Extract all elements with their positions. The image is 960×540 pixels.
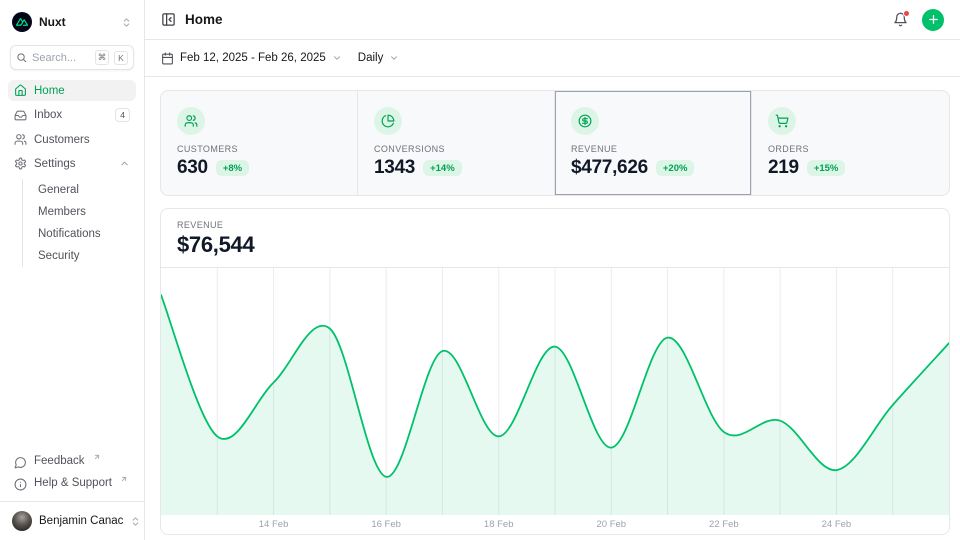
sidebar-item-label: Inbox xyxy=(34,109,63,121)
kbd-key: K xyxy=(114,50,128,65)
feedback-label: Feedback xyxy=(34,455,85,467)
sidebar-item-home[interactable]: Home xyxy=(8,80,136,101)
stat-card-customers[interactable]: CUSTOMERS 630 +8% xyxy=(161,91,358,195)
feedback-link[interactable]: Feedback xyxy=(8,451,136,473)
avatar xyxy=(12,511,32,531)
stats-row: CUSTOMERS 630 +8% CONVERSIONS 1343 +14% xyxy=(160,90,950,196)
page-title: Home xyxy=(185,12,223,27)
add-button[interactable] xyxy=(922,8,944,31)
home-icon xyxy=(14,84,27,97)
workspace-name: Nuxt xyxy=(39,15,66,29)
sidebar: Nuxt Search... ⌘ K Home Inbox 4 xyxy=(0,0,145,540)
sidebar-item-customers[interactable]: Customers xyxy=(8,129,136,150)
sidebar-divider xyxy=(0,501,144,502)
date-range-label: Feb 12, 2025 - Feb 26, 2025 xyxy=(180,52,326,64)
notification-dot xyxy=(903,10,910,17)
chart-title: REVENUE xyxy=(177,220,224,230)
x-tick-label: 24 Feb xyxy=(821,519,852,530)
granularity-label: Daily xyxy=(357,52,384,64)
sidebar-item-general[interactable]: General xyxy=(23,179,136,201)
x-tick-label: 14 Feb xyxy=(258,519,289,530)
revenue-chart-card: REVENUE $76,544 14 Feb 16 Feb 18 Feb 20 Feb… xyxy=(160,208,950,535)
stat-label: CUSTOMERS xyxy=(177,144,238,154)
stat-card-orders[interactable]: ORDERS 219 +15% xyxy=(752,91,949,195)
shopping-cart-icon xyxy=(768,107,796,135)
chevrons-up-down-icon xyxy=(130,516,141,527)
circle-dollar-icon xyxy=(571,107,599,135)
inbox-icon xyxy=(14,109,27,122)
users-icon xyxy=(177,107,205,135)
chevron-down-icon xyxy=(332,53,342,63)
chart-current-value: $76,544 xyxy=(177,232,255,257)
settings-submenu: General Members Notifications Security xyxy=(22,179,136,267)
pie-chart-icon xyxy=(374,107,402,135)
plus-icon xyxy=(927,13,940,26)
chevron-up-icon xyxy=(119,158,130,169)
kbd-meta: ⌘ xyxy=(95,50,109,65)
stat-value: 1343 xyxy=(374,157,416,178)
nuxt-logo-icon xyxy=(12,12,32,32)
stat-value: $477,626 xyxy=(571,157,648,178)
users-icon xyxy=(14,133,27,146)
dashboard-content: CUSTOMERS 630 +8% CONVERSIONS 1343 +14% xyxy=(145,77,960,540)
x-tick-label: 16 Feb xyxy=(371,519,401,530)
search-input[interactable]: Search... ⌘ K xyxy=(10,45,134,70)
sidebar-item-label: Settings xyxy=(34,157,76,170)
sidebar-toggle-button[interactable] xyxy=(161,12,176,27)
chevrons-up-down-icon xyxy=(121,17,132,28)
chevron-down-icon xyxy=(389,53,399,63)
bell-icon xyxy=(893,12,908,27)
sidebar-item-inbox[interactable]: Inbox 4 xyxy=(8,104,136,126)
sidebar-item-security[interactable]: Security xyxy=(23,245,136,267)
page-header: Home xyxy=(145,0,960,40)
info-circle-icon xyxy=(14,478,27,491)
x-tick-label: 20 Feb xyxy=(596,519,627,530)
filter-toolbar: Feb 12, 2025 - Feb 26, 2025 Daily xyxy=(145,40,960,77)
chart-header: REVENUE $76,544 xyxy=(161,209,949,268)
header-actions xyxy=(891,8,944,31)
help-support-link[interactable]: Help & Support xyxy=(8,473,136,495)
sidebar-item-label: Customers xyxy=(34,133,90,146)
user-name: Benjamin Canac xyxy=(39,515,124,527)
granularity-select[interactable]: Daily xyxy=(358,52,400,64)
sidebar-nav: Home Inbox 4 Customers Settings Genera xyxy=(8,80,136,269)
user-menu[interactable]: Benjamin Canac xyxy=(8,502,139,534)
stat-value: 219 xyxy=(768,157,799,178)
date-range-picker[interactable]: Feb 12, 2025 - Feb 26, 2025 xyxy=(161,52,342,65)
calendar-icon xyxy=(161,52,174,65)
revenue-area-chart[interactable] xyxy=(161,268,949,515)
search-icon xyxy=(16,52,27,63)
stat-card-revenue[interactable]: REVENUE $477,626 +20% xyxy=(555,91,752,195)
sidebar-item-label: Home xyxy=(34,84,65,97)
arrow-up-right-icon xyxy=(93,453,101,461)
stat-label: ORDERS xyxy=(768,144,809,154)
search-placeholder: Search... xyxy=(32,51,77,64)
chart-canvas xyxy=(161,268,949,515)
stat-delta-badge: +20% xyxy=(655,160,695,176)
stat-value: 630 xyxy=(177,157,208,178)
main-area: Home Feb 12, 2025 - Feb 26, 2025 xyxy=(145,0,960,540)
stat-delta-badge: +15% xyxy=(806,160,846,176)
stat-delta-badge: +14% xyxy=(423,160,462,176)
workspace-selector[interactable]: Nuxt xyxy=(8,8,136,36)
gear-icon xyxy=(14,157,27,170)
x-tick-label: 18 Feb xyxy=(483,519,514,530)
sidebar-spacer xyxy=(8,269,136,451)
stat-delta-badge: +8% xyxy=(215,160,250,176)
sidebar-item-notifications[interactable]: Notifications xyxy=(23,223,136,245)
message-circle-icon xyxy=(14,456,27,469)
x-tick-label: 22 Feb xyxy=(709,519,739,530)
sidebar-item-settings[interactable]: Settings xyxy=(8,153,136,174)
stat-label: REVENUE xyxy=(571,144,618,154)
notifications-button[interactable] xyxy=(891,10,910,29)
sidebar-item-members[interactable]: Members xyxy=(23,201,136,223)
stat-card-conversions[interactable]: CONVERSIONS 1343 +14% xyxy=(358,91,555,195)
inbox-count-badge: 4 xyxy=(115,108,130,122)
help-support-label: Help & Support xyxy=(34,477,112,489)
panel-left-close-icon xyxy=(161,12,176,27)
stat-label: CONVERSIONS xyxy=(374,144,445,154)
arrow-up-right-icon xyxy=(120,475,128,483)
chart-x-axis: 14 Feb 16 Feb 18 Feb 20 Feb 22 Feb 24 Feb xyxy=(161,515,949,534)
